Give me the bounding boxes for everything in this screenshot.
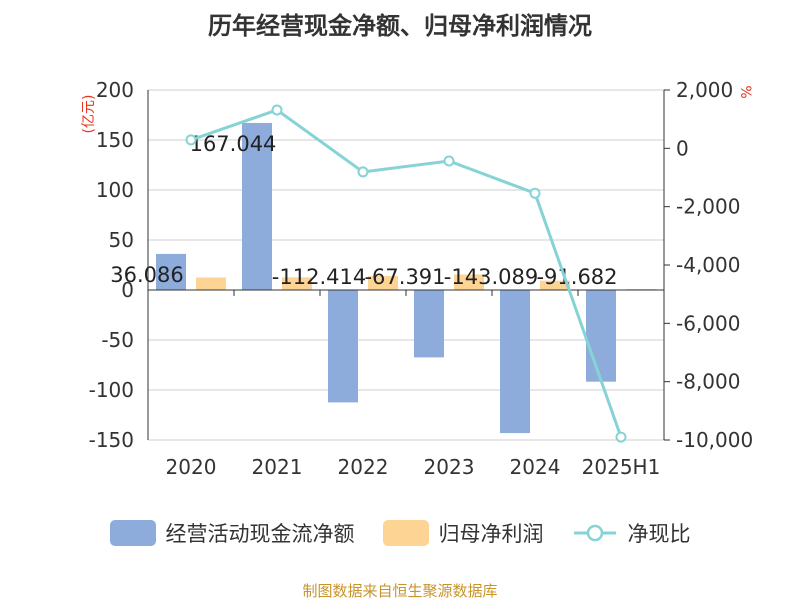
y-left-axis-title: (亿元) [81,95,97,134]
bar-cashflow [328,290,358,403]
legend-label-cash-ratio: 净现比 [627,522,691,546]
point-cash-ratio [615,431,627,443]
bar-cashflow [586,290,616,382]
y-right-tick-label: 2,000 [676,78,733,102]
point-cash-ratio [443,155,455,167]
x-tick-label: 2023 [424,455,475,479]
legend-swatch-net-profit [382,520,429,546]
y-right-tick-label: -6,000 [676,311,740,335]
data-label-cashflow: -112.414 [272,265,366,289]
y-left-tick-label: 100 [96,178,134,202]
point-cash-ratio [529,187,541,199]
y-left-tick-label: 200 [96,78,134,102]
y-left-tick-label: 0 [121,278,134,302]
legend-label-net-profit: 归母净利润 [438,522,544,546]
bar-net-profit [368,276,398,290]
legend-swatch-cashflow [109,520,156,546]
chart-title: 历年经营现金净额、归母净利润情况 [208,12,592,40]
y-right-tick-label: -4,000 [676,253,740,277]
y-right-tick-label: 0 [676,136,689,160]
x-tick-label: 2021 [252,455,303,479]
bar-net-profit [282,277,312,290]
legend-item-cash-ratio[interactable]: 净现比 [572,518,691,548]
y-right-axis-title: % [737,85,753,98]
legend: 经营活动现金流净额 归母净利润 净现比 [0,518,800,548]
point-cash-ratio [185,134,197,146]
y-right-tick-label: -10,000 [676,428,753,452]
y-left-tick-label: -50 [101,328,134,352]
x-tick-label: 2020 [166,455,217,479]
y-left-tick-label: 150 [96,128,134,152]
bar-net-profit [454,274,484,290]
data-label-cashflow: -67.391 [364,265,445,289]
y-left-tick-label: 50 [109,228,134,252]
bar-cashflow [156,253,186,290]
line-cash-ratio [190,108,623,438]
legend-item-cashflow[interactable]: 经营活动现金流净额 [109,518,355,548]
point-cash-ratio [271,104,283,116]
bar-net-profit [196,277,226,290]
data-label-cashflow: 36.086 [110,263,183,287]
y-right-tick-label: -8,000 [676,370,740,394]
bar-cashflow [414,290,444,358]
x-tick-label: 2024 [510,455,561,479]
y-left-tick-label: -100 [89,378,134,402]
legend-label-cashflow: 经营活动现金流净额 [165,522,355,546]
bar-cashflow [500,290,530,434]
legend-line-icon [573,524,616,542]
point-cash-ratio [357,166,369,178]
bar-net-profit [540,280,570,290]
bar-cashflow [242,122,272,291]
x-tick-label: 2025H1 [582,455,661,479]
data-source-note: 制图数据来自恒生聚源数据库 [302,582,498,600]
data-label-cashflow: -143.089 [444,265,538,289]
legend-item-net-profit[interactable]: 归母净利润 [382,518,544,548]
y-right-tick-label: -2,000 [676,195,740,219]
data-label-cashflow: -91.682 [536,265,617,289]
x-tick-label: 2022 [338,455,389,479]
y-left-tick-label: -150 [89,428,134,452]
